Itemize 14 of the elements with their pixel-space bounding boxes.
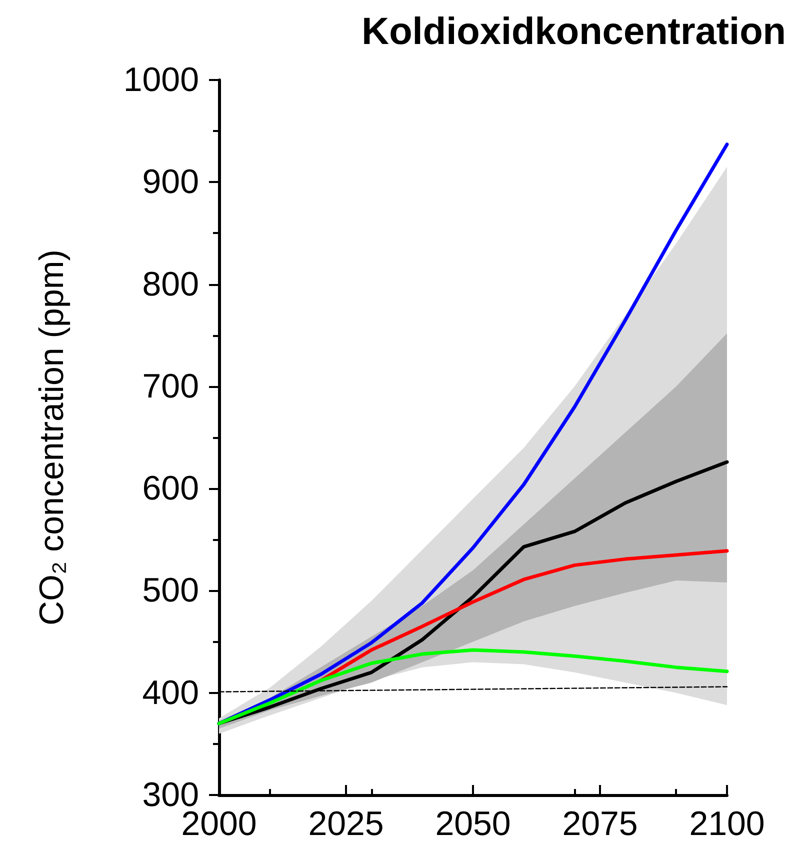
y-tick-label: 1000 (123, 61, 199, 99)
x-tick-label: 2050 (435, 805, 511, 843)
y-tick-label: 400 (142, 674, 199, 712)
x-tick-label: 2075 (562, 805, 638, 843)
y-axis-title: CO₂ concentration (ppm) (33, 249, 71, 626)
chart-title: Koldioxidkoncentration (362, 11, 786, 53)
x-tick-label: 2025 (308, 805, 384, 843)
y-tick-label: 600 (142, 470, 199, 508)
x-tick-label: 2100 (689, 805, 765, 843)
y-tick-label: 700 (142, 367, 199, 406)
y-tick-label: 800 (142, 265, 199, 304)
y-tick-label: 500 (142, 572, 199, 610)
line-series (217, 648, 729, 726)
y-tick-label: 900 (142, 163, 199, 202)
